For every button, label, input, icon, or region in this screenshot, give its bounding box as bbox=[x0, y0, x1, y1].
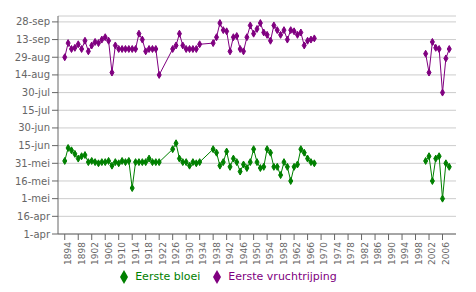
svg-text:1942: 1942 bbox=[225, 242, 235, 265]
svg-text:1926: 1926 bbox=[171, 242, 181, 265]
svg-text:1962: 1962 bbox=[292, 242, 302, 265]
svg-text:1930: 1930 bbox=[185, 242, 195, 265]
svg-text:1970: 1970 bbox=[319, 242, 329, 265]
svg-text:1898: 1898 bbox=[77, 242, 87, 265]
svg-text:1894: 1894 bbox=[63, 242, 73, 265]
svg-text:2002: 2002 bbox=[427, 242, 437, 265]
svg-text:28-sep: 28-sep bbox=[16, 16, 50, 27]
svg-text:1-mei: 1-mei bbox=[21, 193, 50, 204]
svg-text:1974: 1974 bbox=[333, 242, 343, 265]
svg-text:1966: 1966 bbox=[306, 242, 316, 265]
svg-text:1922: 1922 bbox=[158, 242, 168, 265]
svg-text:1910: 1910 bbox=[117, 242, 127, 265]
svg-text:16-apr: 16-apr bbox=[17, 211, 51, 222]
svg-text:1990: 1990 bbox=[387, 242, 397, 265]
svg-text:1914: 1914 bbox=[131, 242, 141, 265]
svg-text:1958: 1958 bbox=[279, 242, 289, 265]
svg-text:1950: 1950 bbox=[252, 242, 262, 265]
html-text:Eerste vruchtrijping: Eerste vruchtrijping bbox=[228, 270, 337, 283]
svg-text:15-jul: 15-jul bbox=[22, 105, 50, 116]
svg-text:2006: 2006 bbox=[441, 242, 451, 265]
svg-text:1-apr: 1-apr bbox=[23, 229, 50, 240]
svg-text:1918: 1918 bbox=[144, 242, 154, 265]
svg-text:1986: 1986 bbox=[373, 242, 383, 265]
svg-text:30-jun: 30-jun bbox=[18, 122, 50, 133]
svg-text:1982: 1982 bbox=[360, 242, 370, 265]
svg-text:15-jun: 15-jun bbox=[18, 140, 50, 151]
svg-text:1902: 1902 bbox=[90, 242, 100, 265]
svg-text:13-sep: 13-sep bbox=[16, 34, 50, 45]
svg-text:30-jul: 30-jul bbox=[22, 87, 50, 98]
svg-text:16-mei: 16-mei bbox=[15, 176, 50, 187]
svg-text:14-aug: 14-aug bbox=[15, 69, 50, 80]
svg-text:1938: 1938 bbox=[212, 242, 222, 265]
svg-text:1946: 1946 bbox=[239, 242, 249, 265]
svg-text:1998: 1998 bbox=[414, 242, 424, 265]
svg-text:1954: 1954 bbox=[266, 242, 276, 265]
svg-text:1906: 1906 bbox=[104, 242, 114, 265]
svg-text:29-aug: 29-aug bbox=[15, 52, 50, 63]
svg-text:1934: 1934 bbox=[198, 242, 208, 265]
html-text:Eerste bloei: Eerste bloei bbox=[135, 270, 201, 283]
svg-text:31-mei: 31-mei bbox=[15, 158, 50, 169]
svg-text:1978: 1978 bbox=[346, 242, 356, 265]
svg-text:1994: 1994 bbox=[400, 242, 410, 265]
